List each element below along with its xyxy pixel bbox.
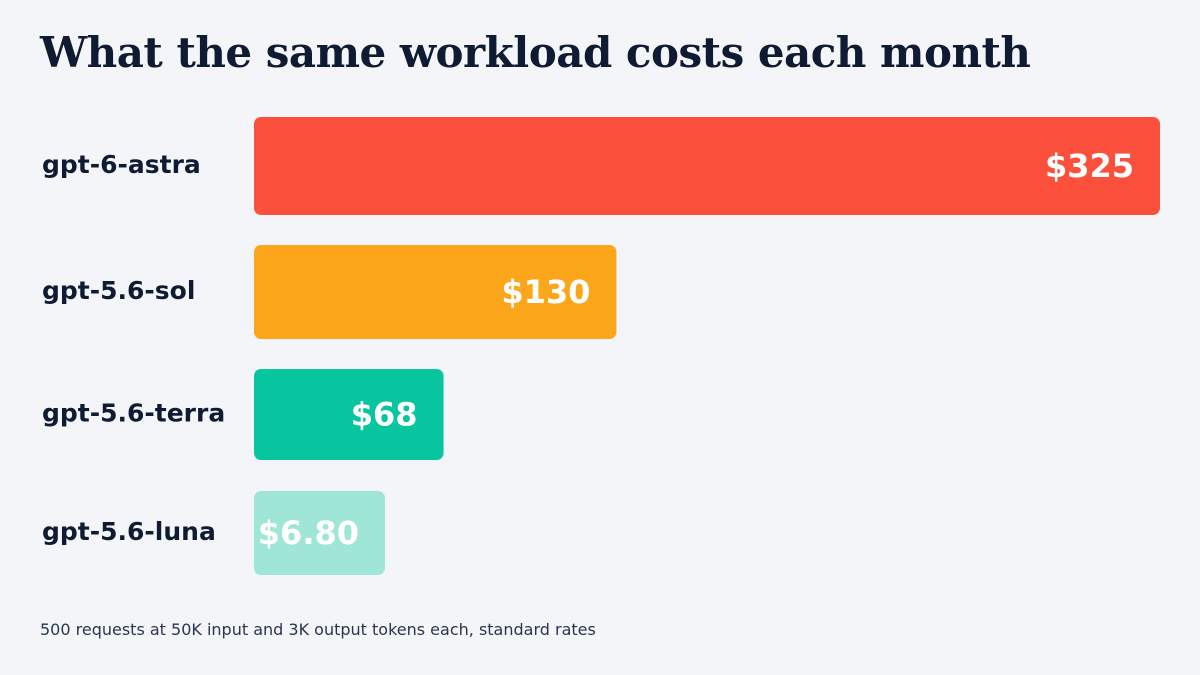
bar <box>254 491 385 575</box>
bar-value-label: $6.80 <box>258 514 359 552</box>
bar <box>254 369 444 460</box>
category-label: gpt-6-astra <box>42 150 201 179</box>
category-label: gpt-5.6-luna <box>42 517 216 546</box>
bar-value-label: $325 <box>1045 147 1134 185</box>
footnote: 500 requests at 50K input and 3K output … <box>40 620 596 639</box>
chart-title: What the same workload costs each month <box>40 28 1031 77</box>
category-label: gpt-5.6-terra <box>42 399 225 428</box>
bar <box>254 117 1160 215</box>
bar <box>254 245 617 339</box>
bar-value-label: $68 <box>351 396 418 434</box>
category-label: gpt-5.6-sol <box>42 276 195 305</box>
bar-value-label: $130 <box>501 273 590 311</box>
